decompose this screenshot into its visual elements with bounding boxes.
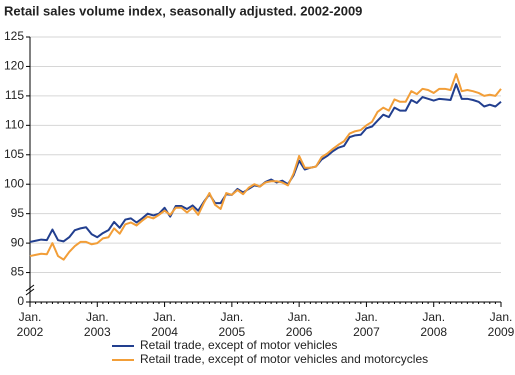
y-tick-label: 105 [4, 147, 24, 161]
x-tick-label: Jan. 2007 [353, 310, 380, 339]
legend-label: Retail trade, except of motor vehicles a… [140, 352, 428, 366]
chart-title: Retail sales volume index, seasonally ad… [4, 3, 362, 18]
data-line [29, 83, 502, 243]
y-tick-label: 0 [17, 294, 24, 308]
x-tick-label: Jan. 2002 [17, 310, 44, 339]
y-tick-label: 85 [11, 265, 25, 279]
x-tick-label: Jan. 2006 [286, 310, 313, 339]
x-tick-label: Jan. 2005 [219, 310, 246, 339]
x-tick-label: Jan. 2009 [488, 310, 515, 339]
y-tick-label: 120 [4, 59, 24, 73]
data-line [29, 73, 502, 261]
y-tick-label: 95 [11, 206, 25, 220]
y-tick-label: 100 [4, 176, 24, 190]
x-tick-label: Jan. 2008 [420, 310, 447, 339]
x-tick-label: Jan. 2004 [151, 310, 178, 339]
y-tick-label: 110 [5, 118, 24, 132]
legend-label: Retail trade, except of motor vehicles [140, 338, 337, 352]
y-tick-label: 115 [5, 88, 24, 102]
y-tick-label: 90 [11, 235, 25, 249]
x-tick-label: Jan. 2003 [84, 310, 111, 339]
y-tick-label: 125 [4, 29, 24, 43]
